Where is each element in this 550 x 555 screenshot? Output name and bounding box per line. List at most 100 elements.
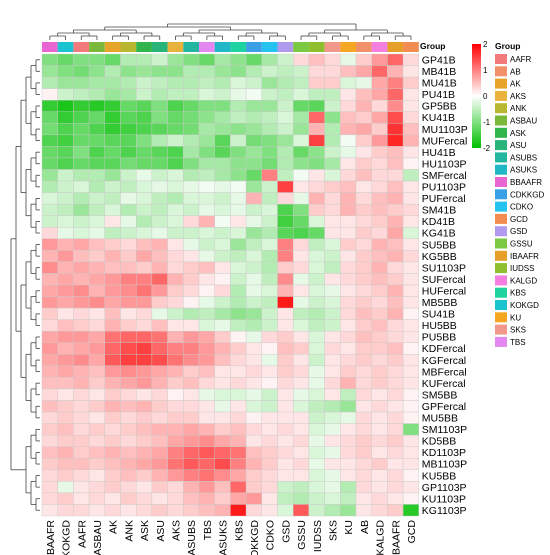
heatmap-cell [151, 134, 168, 147]
heatmap-cell [277, 180, 294, 193]
heatmap-cell [355, 273, 372, 286]
heatmap-cell [198, 307, 215, 320]
heatmap-cell [230, 307, 247, 320]
heatmap-cell [183, 354, 200, 367]
heatmap-cell [402, 273, 420, 286]
heatmap-cell [120, 169, 137, 182]
heatmap-cell [120, 434, 137, 447]
heatmap-cell [402, 388, 420, 401]
heatmap-cell [293, 284, 310, 297]
heatmap-cell [230, 296, 247, 309]
heatmap-cell [340, 469, 357, 482]
row-label: GP41B [422, 54, 456, 66]
color-scale-tick: 1 [483, 66, 488, 75]
heatmap-cell [277, 65, 294, 78]
heatmap-cell [183, 504, 200, 517]
heatmap-cell [293, 504, 310, 517]
heatmap-cell [402, 296, 420, 309]
heatmap-cell [183, 203, 200, 216]
heatmap-cell [73, 88, 90, 101]
heatmap-cell [214, 492, 231, 505]
heatmap-cell [151, 123, 168, 136]
heatmap-cell [387, 134, 404, 147]
heatmap-cell [340, 504, 357, 517]
column-label: KBS [233, 520, 245, 541]
heatmap-cell [340, 273, 357, 286]
heatmap-cell [198, 261, 215, 274]
heatmap-cell [245, 388, 263, 401]
heatmap-cell [167, 284, 184, 297]
heatmap-cell [135, 492, 153, 505]
heatmap-cell [104, 296, 121, 309]
heatmap-cell [308, 88, 325, 101]
heatmap-cell [293, 146, 310, 159]
heatmap-cell [214, 123, 231, 136]
heatmap-cell [293, 377, 310, 390]
heatmap-cell [183, 53, 200, 66]
heatmap-cell [261, 284, 278, 297]
heatmap-cell [198, 123, 215, 136]
heatmap-cell [57, 203, 74, 216]
heatmap-cell [245, 458, 263, 471]
heatmap-cell [57, 169, 74, 182]
heatmap-cell [88, 411, 105, 424]
group-legend-swatch [495, 115, 507, 126]
group-legend-label: AB [510, 67, 521, 76]
heatmap-cell [151, 458, 168, 471]
heatmap-cell [308, 238, 325, 251]
heatmap-cell [340, 192, 357, 205]
heatmap-cell [245, 76, 263, 89]
heatmap-cell [387, 411, 404, 424]
column-group-annotation-bar [42, 42, 419, 52]
heatmap-cell [261, 88, 278, 101]
column-label: GCD [406, 520, 418, 544]
group-legend-label: ASK [510, 129, 527, 138]
heatmap-cell [41, 469, 58, 482]
heatmap-cell [324, 400, 341, 413]
heatmap-cell [183, 146, 200, 159]
heatmap-cell [120, 400, 137, 413]
heatmap-cell [324, 411, 341, 424]
heatmap-cell [198, 99, 215, 112]
heatmap-cell [324, 88, 341, 101]
heatmap-cell [387, 365, 404, 378]
heatmap-cell [57, 238, 74, 251]
heatmap-cell [324, 111, 341, 124]
heatmap-cell [324, 146, 341, 159]
column-label: AB [359, 520, 371, 534]
color-scale-tick: 0 [483, 92, 488, 101]
heatmap-cell [371, 192, 388, 205]
heatmap-cell [120, 504, 137, 517]
heatmap-cell [355, 342, 372, 355]
heatmap-cell [402, 492, 420, 505]
heatmap-cell [308, 388, 325, 401]
row-label: SU5BB [422, 239, 456, 251]
heatmap-cell [261, 76, 278, 89]
group-annotation-cell [73, 42, 90, 52]
heatmap-cell [88, 157, 105, 170]
group-legend-label: GSSU [510, 240, 533, 249]
heatmap-cell [88, 342, 105, 355]
heatmap-cell [245, 215, 263, 228]
heatmap-cell [41, 227, 58, 240]
heatmap-cell [151, 203, 168, 216]
heatmap-cell [261, 377, 278, 390]
heatmap-cell [245, 99, 263, 112]
heatmap-cell [245, 504, 263, 517]
heatmap-cell [41, 307, 58, 320]
heatmap-cell [88, 365, 105, 378]
heatmap-cell [387, 307, 404, 320]
heatmap-cell [245, 434, 263, 447]
row-label: MB1103P [422, 459, 467, 471]
heatmap-cell [340, 238, 357, 251]
heatmap-cell [340, 203, 357, 216]
heatmap-cell [261, 307, 278, 320]
heatmap-cell [183, 227, 200, 240]
heatmap-cell [104, 111, 121, 124]
heatmap-cell [104, 319, 121, 332]
heatmap-cell [308, 123, 325, 136]
heatmap-cell [214, 134, 231, 147]
heatmap-cell [104, 273, 121, 286]
heatmap-cell [293, 388, 310, 401]
heatmap-cell [214, 354, 231, 367]
